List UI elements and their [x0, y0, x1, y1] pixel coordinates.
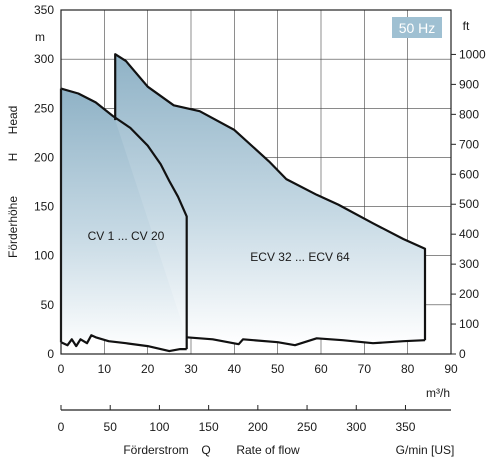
- lower-curve-ecv: [186, 336, 426, 347]
- x-tick-label: 50: [271, 362, 285, 376]
- x-tick-label: 10: [98, 362, 112, 376]
- y-tick-label: 0: [47, 347, 54, 361]
- y-tick-label: 50: [41, 298, 55, 312]
- bottom-unit-m3h: m³/h: [426, 386, 450, 400]
- right-tick-label: 500: [459, 197, 479, 211]
- right-tick-label: 600: [459, 167, 479, 181]
- y-tick-label: 200: [34, 150, 54, 164]
- gpm-tick-label: 0: [58, 420, 65, 434]
- right-tick-label: 1000: [459, 47, 486, 61]
- left-axis-label-symbol: H: [6, 153, 20, 162]
- right-tick-label: 300: [459, 257, 479, 271]
- gpm-tick-label: 50: [104, 420, 118, 434]
- right-tick-label: 200: [459, 287, 479, 301]
- x-tick-label: 80: [401, 362, 415, 376]
- area-ecv: [115, 54, 425, 346]
- right-unit: ft: [463, 19, 470, 33]
- envelope-areas: [61, 54, 425, 352]
- y-tick-label: 100: [34, 249, 54, 263]
- x-tick-label: 20: [141, 362, 155, 376]
- right-tick-label: 800: [459, 107, 479, 121]
- y-tick-label: 150: [34, 200, 54, 214]
- left-axis-label-de: Förderhöhe: [6, 196, 20, 258]
- gpm-tick-label: 350: [395, 420, 415, 434]
- bottom-axis-label-de: Förderstrom: [123, 443, 188, 457]
- left-axis-label-en: Head: [6, 106, 20, 135]
- plot-frame: [60, 9, 452, 355]
- series-label-ecv: ECV 32 ... ECV 64: [250, 250, 350, 264]
- bottom-axis-label-en: Rate of flow: [236, 443, 300, 457]
- right-tick-label: 700: [459, 137, 479, 151]
- gpm-tick-label: 150: [199, 420, 219, 434]
- x-tick-label: 90: [444, 362, 458, 376]
- right-tick-label: 900: [459, 77, 479, 91]
- x-tick-label: 40: [228, 362, 242, 376]
- x-tick-label: 0: [58, 362, 65, 376]
- frequency-badge-label: 50 Hz: [399, 20, 436, 36]
- tick-labels: 0 10 20 30 40 50 60 70 80 90050100150200250300350…: [34, 3, 486, 376]
- right-tick-label: 400: [459, 227, 479, 241]
- left-unit: m: [35, 30, 45, 44]
- frequency-badge: [392, 17, 442, 38]
- gpm-tick-label: 100: [149, 420, 169, 434]
- lower-curve-cv: [60, 334, 187, 353]
- bottom-axis-unit-gpm: G/min [US]: [396, 443, 455, 457]
- x-tick-label: 60: [314, 362, 328, 376]
- y-tick-label: 350: [34, 3, 54, 17]
- gpm-tick-label: 300: [346, 420, 366, 434]
- x-tick-label: 70: [358, 362, 372, 376]
- gpm-tick-label: 200: [248, 420, 268, 434]
- series-label-cv: CV 1 ... CV 20: [88, 229, 165, 243]
- upper-curve-cv: [60, 87, 188, 350]
- y-tick-label: 250: [34, 101, 54, 115]
- gpm-axis: 0 50 100 150 200 250 300 350: [58, 405, 416, 434]
- gpm-tick-label: 250: [297, 420, 317, 434]
- x-tick-label: 30: [184, 362, 198, 376]
- right-tick-label: 100: [459, 317, 479, 331]
- right-tick-label: 0: [459, 347, 466, 361]
- upper-curve-ecv: [114, 53, 427, 341]
- y-tick-label: 300: [34, 52, 54, 66]
- bottom-axis-label-symbol: Q: [201, 443, 210, 457]
- area-cv: [61, 88, 187, 352]
